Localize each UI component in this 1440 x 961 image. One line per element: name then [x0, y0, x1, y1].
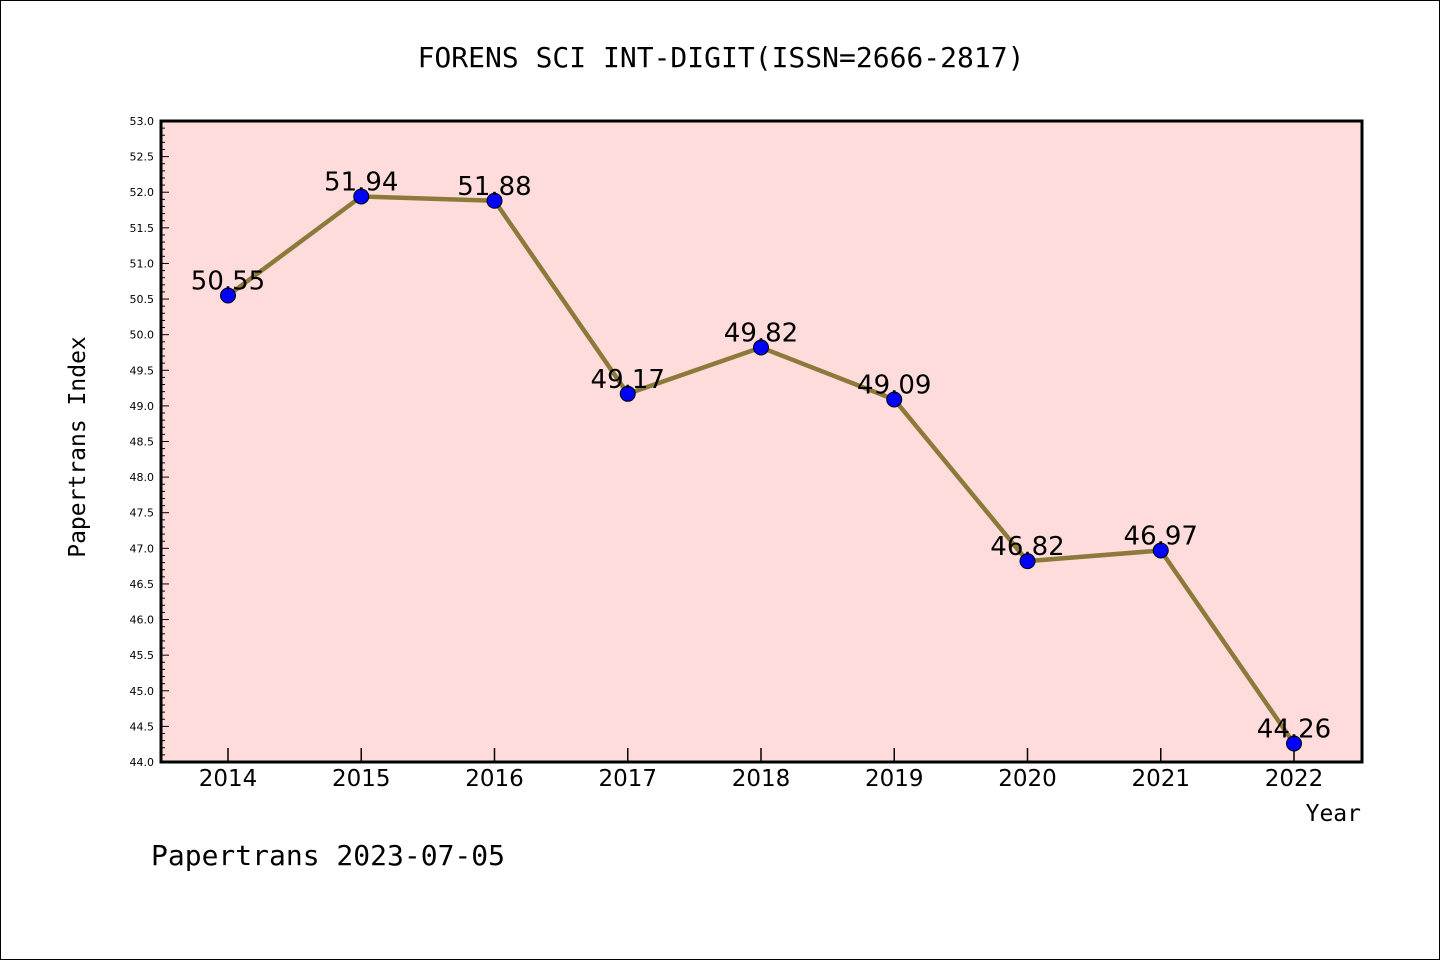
data-labels: 50.55 51.94 51.88 49.17 49.82 49.09 46.82 46.97… [191, 167, 1331, 744]
data-point-marker [1152, 542, 1169, 559]
y-tick-label: 53.0 [130, 115, 155, 128]
data-point-marker [1019, 553, 1036, 570]
x-tick-label: 2015 [332, 766, 391, 792]
y-tick-label: 48.5 [130, 436, 155, 449]
y-tick-label: 49.5 [130, 364, 155, 377]
y-tick-label: 46.0 [130, 614, 155, 627]
y-tick-label: 44.5 [130, 720, 155, 733]
data-label: 51.94 [324, 167, 398, 197]
y-tick-label: 48.0 [130, 471, 155, 484]
x-tick-label: 2019 [865, 766, 924, 792]
y-tick-label: 49.0 [130, 400, 155, 413]
y-tick-label: 52.0 [130, 186, 155, 199]
y-tick-label: 47.0 [130, 542, 155, 555]
plot-border [159, 119, 1364, 764]
data-label: 49.17 [591, 365, 665, 395]
x-axis-label: Year [1306, 801, 1361, 827]
x-tick-label: 2022 [1265, 766, 1324, 792]
y-tick-label: 47.5 [130, 507, 155, 520]
data-point-marker [753, 339, 769, 356]
x-tick-label: 2018 [732, 766, 791, 792]
data-point-marker [619, 385, 636, 402]
data-point-marker [886, 391, 903, 408]
data-point-marker [486, 192, 503, 209]
x-tick-label: 2021 [1131, 766, 1190, 792]
y-tick-label: 51.0 [130, 257, 155, 270]
data-point-marker [1286, 735, 1302, 752]
y-tick-label: 46.5 [130, 578, 155, 591]
footer-date: Papertrans 2023-07-05 [151, 839, 505, 872]
data-label: 50.55 [191, 266, 265, 296]
data-label: 46.97 [1124, 521, 1198, 551]
x-tick-label: 2014 [199, 766, 258, 792]
x-axis-ticks: 2014 2015 2016 2017 2018 2019 2020 2021 2022 [199, 748, 1324, 792]
y-tick-label: 44.0 [130, 756, 155, 769]
data-markers [220, 188, 1302, 752]
y-tick-label: 50.0 [130, 329, 155, 342]
y-tick-label: 51.5 [130, 222, 155, 235]
data-label: 49.82 [724, 318, 798, 348]
x-tick-label: 2016 [465, 766, 524, 792]
y-tick-label: 50.5 [130, 293, 155, 306]
data-point-marker [220, 287, 236, 304]
y-axis-label: Papertrans Index [65, 336, 91, 558]
data-label: 49.09 [857, 370, 931, 400]
data-label: 46.82 [990, 532, 1064, 562]
chart-title: FORENS SCI INT-DIGIT(ISSN=2666-2817) [418, 41, 1025, 74]
data-label: 44.26 [1257, 714, 1331, 744]
x-tick-label: 2017 [598, 766, 657, 792]
data-label: 51.88 [457, 172, 531, 202]
plot-area [161, 121, 1362, 762]
y-tick-label: 45.5 [130, 649, 155, 662]
y-tick-label: 52.5 [130, 151, 155, 164]
y-tick-label: 45.0 [130, 685, 155, 698]
data-point-marker [353, 188, 370, 205]
x-tick-label: 2020 [998, 766, 1057, 792]
